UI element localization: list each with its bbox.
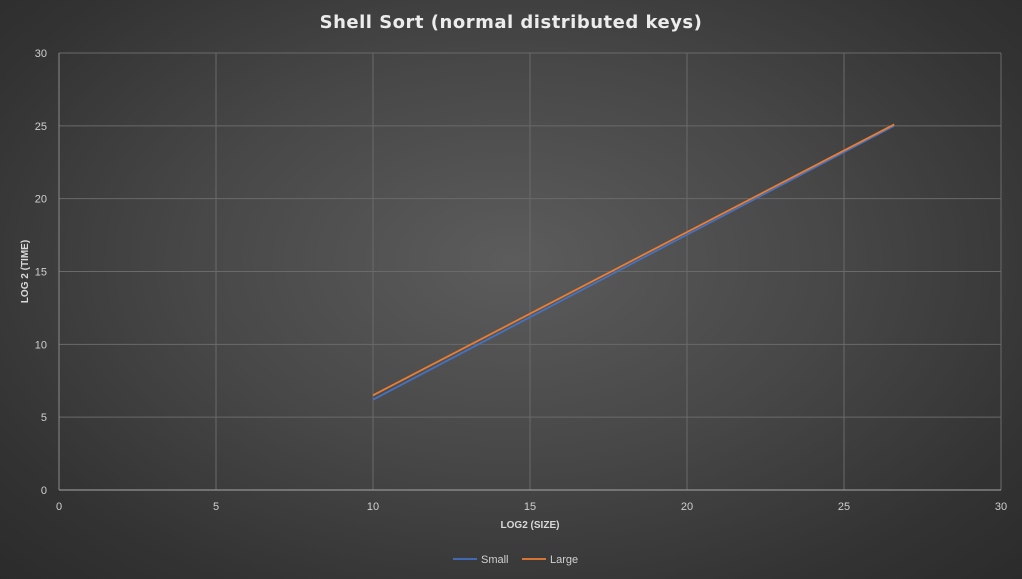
x-tick-label: 30 bbox=[995, 501, 1007, 513]
grid-lines bbox=[59, 52, 1002, 490]
plot-series bbox=[372, 123, 895, 401]
legend-label-large: Large bbox=[550, 554, 578, 566]
axes bbox=[58, 53, 1001, 491]
x-tick-label: 10 bbox=[367, 501, 379, 513]
x-tick-label: 5 bbox=[213, 501, 219, 513]
y-axis-title: LOG 2 (TIME) bbox=[20, 240, 31, 303]
x-tick-label: 25 bbox=[838, 501, 850, 513]
series-line-small bbox=[372, 125, 895, 401]
y-tick-label: 30 bbox=[35, 48, 47, 60]
y-tick-label: 5 bbox=[41, 412, 47, 424]
legend: Small Large bbox=[453, 554, 578, 566]
x-tick-label: 0 bbox=[56, 501, 62, 513]
x-tick-label: 20 bbox=[681, 501, 693, 513]
x-tick-label: 15 bbox=[524, 501, 536, 513]
y-tick-label: 15 bbox=[35, 267, 47, 279]
y-tick-label: 10 bbox=[35, 339, 47, 351]
x-axis-title: LOG2 (SIZE) bbox=[501, 520, 560, 531]
y-tick-label: 0 bbox=[41, 485, 47, 497]
tick-labels: 0 5 10 15 20 25 30 0 5 10 15 20 25 30 bbox=[35, 48, 1007, 513]
series-line-large bbox=[372, 123, 895, 397]
legend-label-small: Small bbox=[481, 554, 509, 566]
y-tick-label: 20 bbox=[35, 194, 47, 206]
chart-title: Shell Sort (normal distributed keys) bbox=[319, 12, 703, 33]
y-tick-label: 25 bbox=[35, 121, 47, 133]
